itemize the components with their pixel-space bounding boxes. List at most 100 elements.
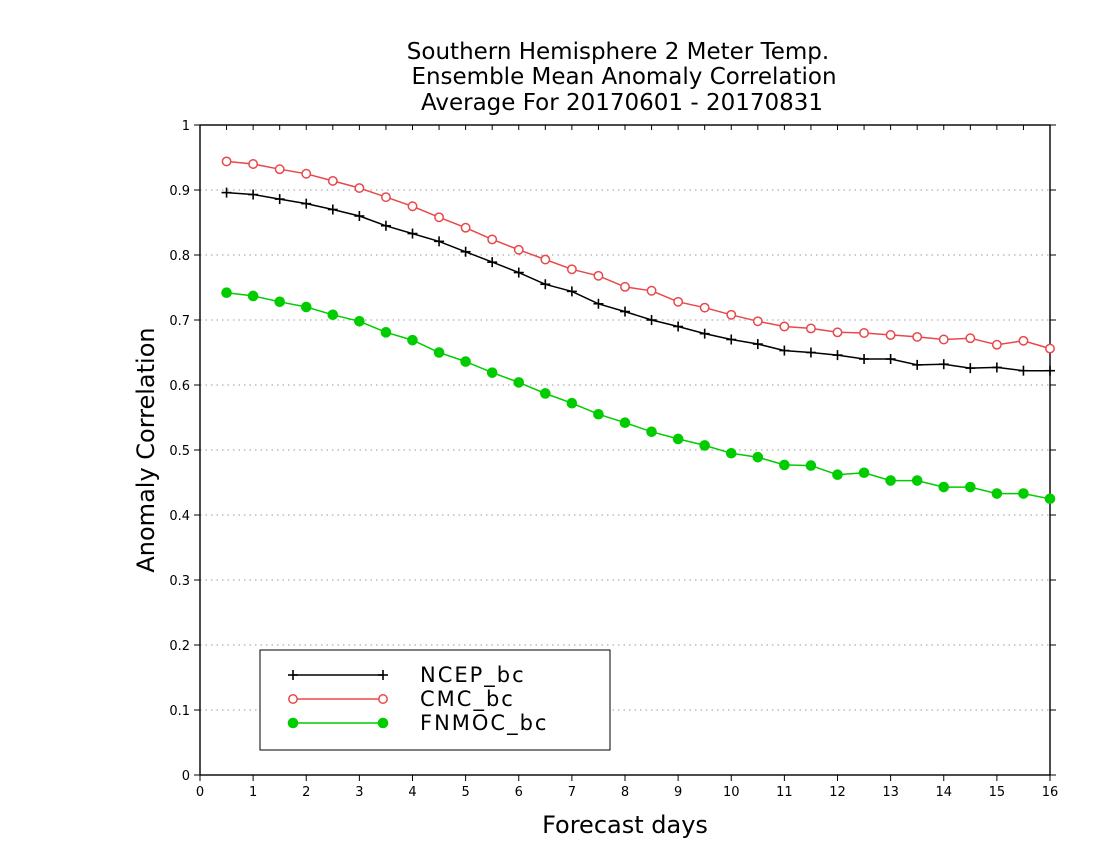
data-point: [487, 234, 498, 245]
chart-title-line-3: Average For 20170601 - 20170831: [421, 90, 823, 116]
data-point: [513, 244, 524, 255]
y-tick-label: 0.4: [169, 509, 190, 524]
legend-entry: NCEP_bc: [288, 663, 524, 688]
data-point: [327, 204, 338, 215]
y-tick-label: 0.8: [169, 249, 190, 264]
data-point: [991, 488, 1003, 499]
data-point: [673, 321, 684, 332]
legend-marker: [287, 717, 299, 729]
y-tick-label: 0.1: [169, 704, 190, 719]
x-tick-label: 4: [408, 785, 416, 800]
data-point: [673, 296, 684, 307]
data-point: [779, 321, 790, 332]
data-point: [221, 287, 232, 299]
legend-entry: CMC_bc: [288, 687, 515, 712]
data-point: [221, 156, 232, 167]
data-point: [726, 309, 737, 320]
data-point: [885, 330, 896, 340]
series-layer: [221, 156, 1056, 505]
data-point: [434, 236, 445, 247]
x-axis-title: Forecast days: [542, 811, 708, 839]
x-tick-label: 5: [461, 785, 469, 800]
data-point: [620, 306, 630, 317]
data-point: [672, 433, 684, 445]
data-point: [354, 211, 365, 221]
chart-title-line-1: Southern Hemisphere 2 Meter Temp.: [407, 39, 829, 65]
series-line: [226, 191, 1050, 372]
series-NCEP_bc: [221, 187, 1055, 376]
data-point: [779, 345, 790, 356]
data-point: [752, 316, 763, 327]
data-point: [248, 189, 259, 200]
axis-ticks: 00.10.20.30.40.50.60.70.80.910 1 2 3 4 5 6 7 8 9 1…: [169, 119, 1058, 800]
data-point: [300, 301, 312, 313]
data-point: [327, 175, 338, 186]
data-point: [221, 187, 232, 198]
data-point: [646, 426, 657, 438]
legend-label: FNMOC_bc: [420, 711, 548, 736]
y-tick-label: 0: [182, 769, 190, 784]
data-point: [619, 417, 631, 429]
data-point: [566, 264, 577, 275]
legend-label: CMC_bc: [420, 687, 515, 712]
data-point: [274, 194, 285, 205]
x-tick-label: 1: [249, 785, 257, 800]
x-tick-label: 0: [196, 785, 204, 800]
legend-marker: [377, 717, 389, 729]
data-point: [380, 192, 391, 203]
data-point: [699, 328, 710, 339]
data-point: [513, 377, 525, 388]
legend-marker: [378, 694, 388, 704]
data-point: [991, 362, 1002, 373]
data-point: [274, 296, 285, 308]
x-tick-label: 12: [829, 785, 846, 800]
legend-marker: [378, 670, 388, 680]
data-point: [646, 285, 657, 296]
data-point: [991, 339, 1002, 350]
data-point: [938, 481, 950, 493]
data-point: [832, 350, 843, 361]
data-point: [354, 183, 365, 194]
x-tick-label: 11: [776, 785, 793, 800]
data-point: [248, 159, 259, 169]
data-point: [460, 222, 471, 233]
data-point: [779, 459, 790, 471]
data-point: [1045, 365, 1055, 376]
x-tick-label: 9: [674, 785, 682, 800]
data-point: [858, 467, 870, 479]
data-point: [912, 359, 923, 370]
data-point: [566, 397, 578, 409]
data-point: [726, 334, 737, 345]
data-point: [805, 347, 816, 358]
data-point: [752, 451, 764, 463]
data-point: [859, 328, 870, 338]
data-point: [566, 286, 577, 297]
series-line: [226, 291, 1051, 500]
data-point: [912, 331, 923, 342]
data-point: [380, 220, 391, 231]
data-point: [646, 315, 657, 325]
data-point: [1045, 343, 1055, 354]
x-tick-label: 16: [1042, 785, 1059, 800]
data-point: [407, 334, 418, 346]
data-point: [540, 254, 551, 265]
y-tick-label: 0.7: [169, 314, 190, 329]
data-point: [301, 198, 312, 209]
data-point: [460, 246, 471, 257]
data-point: [725, 447, 737, 459]
x-tick-label: 2: [302, 785, 310, 800]
y-tick-label: 0.6: [169, 379, 190, 394]
legend-marker: [288, 670, 298, 680]
x-tick-label: 14: [935, 785, 952, 800]
data-point: [327, 309, 339, 321]
data-point: [1044, 493, 1056, 505]
data-point: [752, 339, 763, 350]
x-tick-label: 10: [723, 785, 740, 800]
data-point: [1018, 365, 1029, 376]
data-point: [434, 212, 445, 223]
data-point: [274, 164, 285, 175]
data-point: [486, 367, 498, 378]
x-tick-label: 7: [568, 785, 576, 800]
x-tick-label: 8: [621, 785, 629, 800]
